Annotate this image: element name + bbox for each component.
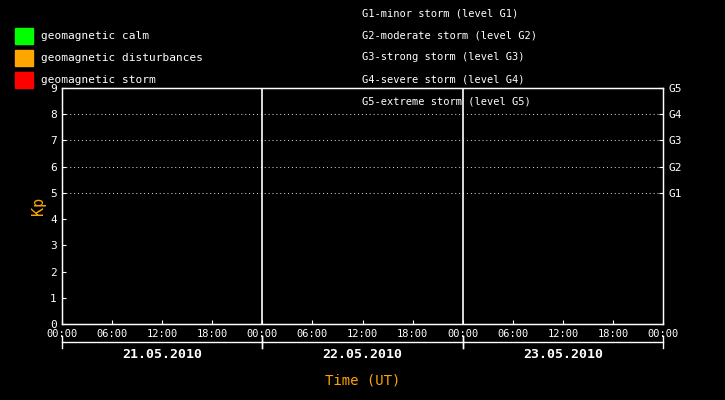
Text: G2-moderate storm (level G2): G2-moderate storm (level G2) xyxy=(362,30,537,40)
Text: G5-extreme storm (level G5): G5-extreme storm (level G5) xyxy=(362,96,531,106)
Text: Time (UT): Time (UT) xyxy=(325,374,400,388)
Text: geomagnetic calm: geomagnetic calm xyxy=(41,31,149,41)
Y-axis label: Kp: Kp xyxy=(31,197,46,215)
Text: geomagnetic storm: geomagnetic storm xyxy=(41,75,156,85)
Text: G4-severe storm (level G4): G4-severe storm (level G4) xyxy=(362,74,525,84)
Text: G1-minor storm (level G1): G1-minor storm (level G1) xyxy=(362,8,519,18)
Text: G3-strong storm (level G3): G3-strong storm (level G3) xyxy=(362,52,525,62)
Text: 22.05.2010: 22.05.2010 xyxy=(323,348,402,360)
Text: 23.05.2010: 23.05.2010 xyxy=(523,348,603,360)
Text: 21.05.2010: 21.05.2010 xyxy=(122,348,202,360)
Text: geomagnetic disturbances: geomagnetic disturbances xyxy=(41,53,203,63)
